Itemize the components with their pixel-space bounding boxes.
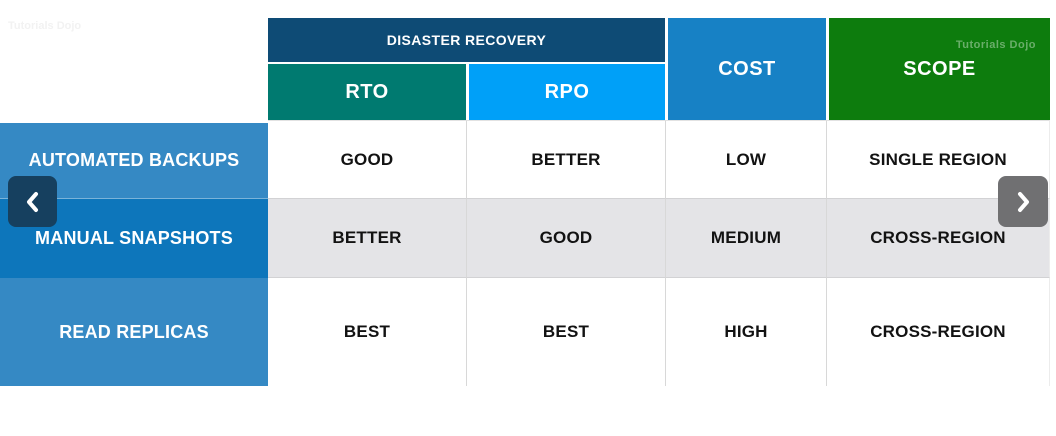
table-cell-rto-automated-backups: GOOD xyxy=(268,120,466,198)
column-header-rpo: RPO xyxy=(466,62,665,120)
group-header-disaster-recovery: DISASTER RECOVERY xyxy=(268,18,665,62)
table-cell-rpo-automated-backups: BETTER xyxy=(466,120,665,198)
comparison-table: DISASTER RECOVERY RTO RPO COST SCOPE Tut… xyxy=(0,18,1050,386)
watermark-scope-header: Tutorials Dojo xyxy=(955,39,1036,51)
column-header-scope: SCOPE Tutorials Dojo xyxy=(826,18,1050,120)
column-header-rto: RTO xyxy=(268,62,466,120)
table-cell-rto-manual-snapshots: BETTER xyxy=(268,198,466,278)
chevron-left-icon xyxy=(23,190,43,214)
row-header-read-replicas: READ REPLICAS Tutorials Dojo xyxy=(0,278,268,386)
table-cell-rpo-manual-snapshots: GOOD xyxy=(466,198,665,278)
table-cell-scope-read-replicas-value: CROSS-REGION xyxy=(870,322,1006,341)
table-corner-spacer xyxy=(0,18,268,120)
table-cell-cost-manual-snapshots: MEDIUM xyxy=(665,198,826,278)
table-cell-scope-read-replicas: CROSS-REGION Tutorials Dojo xyxy=(826,278,1050,386)
carousel-next-button[interactable] xyxy=(998,176,1048,227)
column-header-cost: COST xyxy=(665,18,826,120)
column-header-scope-label: SCOPE xyxy=(903,57,976,80)
carousel-prev-button[interactable] xyxy=(8,176,57,227)
table-cell-scope-manual-snapshots-value: CROSS-REGION xyxy=(870,228,1006,247)
table-cell-cost-read-replicas: HIGH xyxy=(665,278,826,386)
table-cell-rpo-read-replicas: BEST xyxy=(466,278,665,386)
table-cell-cost-automated-backups: LOW xyxy=(665,120,826,198)
chevron-right-icon xyxy=(1013,190,1033,214)
row-header-read-replicas-label: READ REPLICAS xyxy=(59,321,209,342)
table-cell-rto-read-replicas: BEST xyxy=(268,278,466,386)
